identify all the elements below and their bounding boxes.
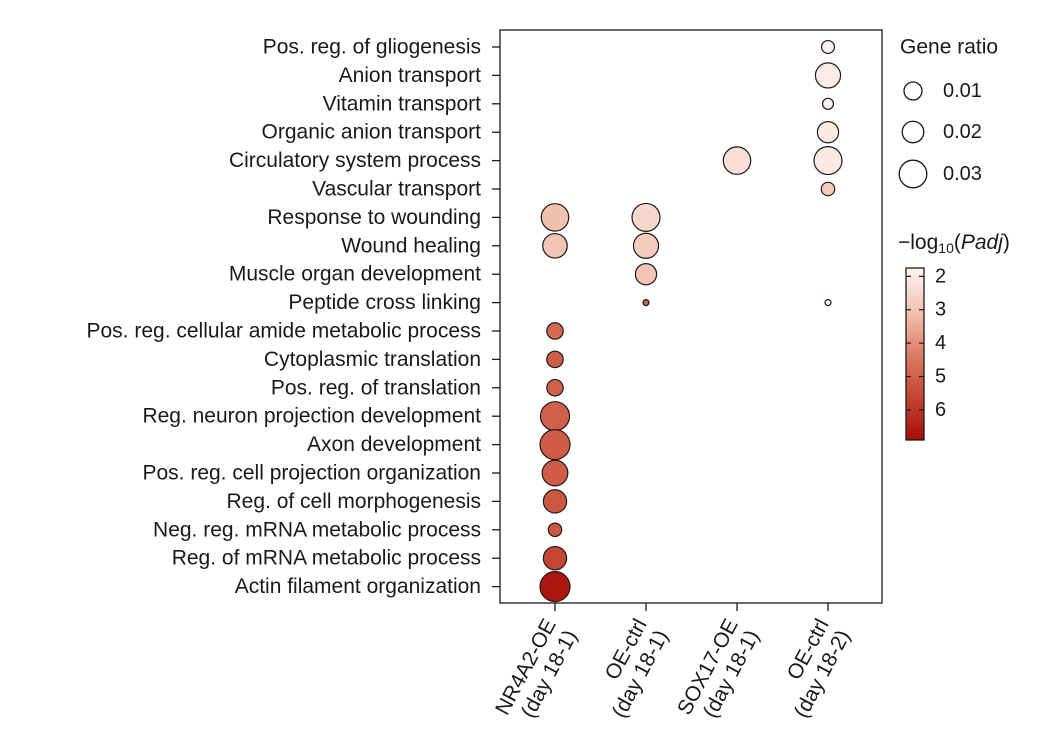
bubble-point: [542, 545, 568, 571]
bubble-point: [540, 203, 570, 232]
padj-colorbar: [905, 267, 925, 441]
bubble-point: [821, 97, 835, 110]
y-tick-label: Axon development: [307, 433, 481, 456]
y-tick-label: Reg. neuron projection development: [142, 405, 481, 428]
y-tick-label: Neg. reg. mRNA metabolic process: [153, 518, 481, 541]
y-tick-label: Pos. reg. cellular amide metabolic proce…: [86, 320, 481, 343]
padj-title-prefix: −log: [898, 231, 938, 254]
bubble-point: [631, 202, 661, 232]
y-axis-term-labels: Pos. reg. of gliogenesis Anion transport V…: [86, 36, 481, 599]
y-axis-ticks: [492, 46, 500, 588]
padj-title-italic: Padj: [961, 231, 1004, 254]
gene-ratio-legend-label: 0.01: [943, 80, 982, 102]
gene-ratio-legend-bubble: [898, 159, 928, 189]
bubble-point: [814, 62, 842, 89]
gene-ratio-legend-title: Gene ratio: [900, 36, 998, 59]
y-tick-label: Pos. reg. cell projection organization: [142, 462, 481, 485]
bubble-point: [547, 522, 563, 538]
bubble-point: [539, 401, 571, 432]
x-axis-condition-labels: NR4A2-OE(day 18-1) OE-ctrl(day 18-1) SOX17…: [491, 615, 855, 722]
padj-title-paren-close: ): [1003, 231, 1010, 254]
bubble-point: [816, 120, 840, 144]
y-tick-label: Pos. reg. of translation: [271, 376, 481, 399]
x-tick-label: OE-ctrl(day 18-1): [601, 615, 673, 722]
y-tick-label: Pos. reg. of gliogenesis: [263, 36, 481, 59]
y-tick-label: Response to wounding: [267, 206, 481, 229]
y-tick-label: Anion transport: [339, 64, 482, 87]
x-tick-label: OE-ctrl(day 18-2): [783, 615, 855, 722]
plot-frame: [499, 29, 883, 604]
bubble-point: [642, 299, 650, 307]
padj-colorbar-ticks: 2 3 4 5 6: [906, 265, 946, 421]
bubble-point: [542, 489, 568, 514]
bubble-point: [820, 39, 836, 55]
colorbar-tick-label: 5: [935, 366, 946, 388]
bubble-point: [722, 146, 752, 175]
y-tick-label: Muscle organ development: [229, 263, 481, 286]
colorbar-tick-label: 6: [935, 399, 946, 421]
y-tick-label: Vascular transport: [312, 178, 481, 201]
bubble-points: [539, 39, 843, 603]
bubble-point: [632, 232, 660, 259]
padj-title-paren-open: (: [954, 231, 961, 254]
x-axis-ticks: [554, 603, 829, 611]
bubble-point: [542, 232, 568, 259]
padj-colorbar-legend: −log10(Padj) 2 3 4 5 6: [898, 231, 1010, 441]
bubble-point: [539, 429, 571, 461]
padj-title-subscript: 10: [938, 240, 954, 256]
bubble-point: [546, 378, 564, 397]
colorbar-tick-label: 3: [935, 299, 946, 321]
gene-ratio-legend-label: 0.03: [943, 163, 982, 185]
y-tick-label: Circulatory system process: [229, 149, 481, 172]
bubble-point: [824, 299, 832, 307]
x-tick-label: SOX17-OE(day 18-1): [673, 615, 764, 722]
y-tick-label: Cytoplasmic translation: [264, 348, 481, 371]
y-tick-label: Organic anion transport: [262, 121, 482, 144]
bubble-point: [546, 322, 564, 340]
y-tick-label: Wound healing: [341, 234, 481, 257]
bubble-point: [546, 350, 564, 369]
colorbar-tick-label: 4: [935, 332, 946, 354]
y-tick-label: Actin filament organization: [235, 575, 481, 598]
gene-ratio-legend-bubble: [901, 120, 925, 144]
bubble-point: [541, 459, 569, 487]
y-tick-label: Reg. of mRNA metabolic process: [172, 547, 481, 570]
gene-ratio-legend: Gene ratio 0.01 0.02 0.03: [898, 36, 998, 189]
gene-ratio-legend-bubble: [903, 81, 923, 101]
y-tick-label: Peptide cross linking: [288, 291, 481, 314]
bubble-point: [820, 181, 836, 197]
x-tick-label: NR4A2-OE(day 18-1): [491, 615, 582, 722]
padj-colorbar-legend-title: −log10(Padj): [898, 231, 1010, 257]
y-tick-label: Vitamin transport: [323, 92, 482, 115]
bubble-point: [539, 570, 571, 603]
gene-ratio-legend-label: 0.02: [943, 121, 982, 143]
colorbar-tick-label: 2: [935, 265, 946, 287]
bubble-point: [634, 262, 658, 286]
y-tick-label: Reg. of cell morphogenesis: [227, 490, 481, 513]
bubble-point: [813, 146, 843, 176]
